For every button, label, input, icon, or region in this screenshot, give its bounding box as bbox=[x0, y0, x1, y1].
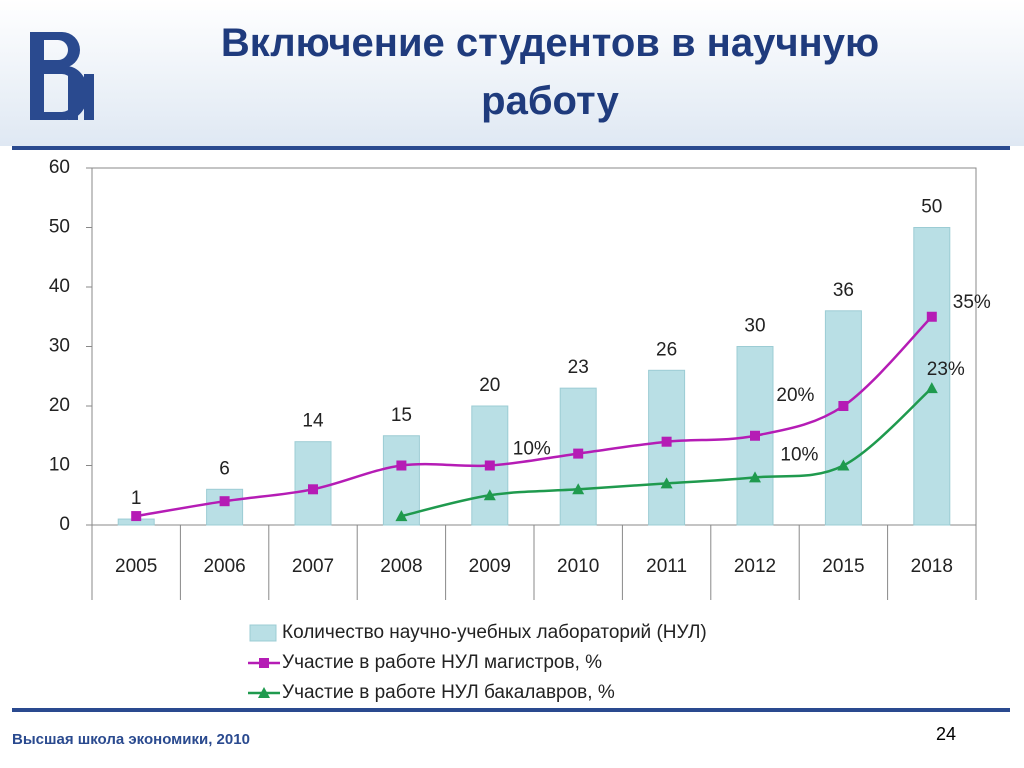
bar-value-label: 6 bbox=[219, 458, 230, 479]
line-marker bbox=[219, 496, 230, 507]
line-value-label: 10% bbox=[513, 439, 551, 460]
x-tick-label: 2005 bbox=[115, 556, 157, 577]
legend-label: Участие в работе НУЛ бакалавров, % bbox=[282, 682, 615, 703]
x-tick-label: 2007 bbox=[292, 556, 334, 577]
bar-value-label: 36 bbox=[833, 280, 854, 301]
line-marker bbox=[837, 459, 850, 471]
y-tick-label: 10 bbox=[49, 455, 70, 476]
line-marker bbox=[395, 510, 408, 522]
bar bbox=[294, 441, 332, 526]
y-tick-label: 0 bbox=[59, 514, 70, 535]
line-marker bbox=[925, 382, 938, 394]
x-tick-label: 2010 bbox=[557, 556, 599, 577]
slide-title: Включение студентов в научную работу bbox=[220, 21, 880, 123]
line-marker bbox=[926, 311, 937, 322]
x-tick-label: 2006 bbox=[203, 556, 245, 577]
bar-value-label: 1 bbox=[131, 488, 142, 509]
line-marker bbox=[308, 484, 318, 495]
logo bbox=[30, 32, 94, 120]
legend-label: Количество научно-учебных лабораторий (Н… bbox=[282, 622, 707, 643]
line-value-label: 23% bbox=[927, 359, 965, 380]
bar bbox=[824, 310, 862, 526]
bar-value-label: 14 bbox=[302, 411, 324, 432]
legend-swatch bbox=[249, 624, 277, 642]
x-tick-label: 2008 bbox=[380, 556, 422, 577]
legend-marker bbox=[259, 658, 269, 668]
line-marker bbox=[750, 430, 760, 441]
x-tick-label: 2009 bbox=[469, 556, 511, 577]
x-tick-label: 2011 bbox=[646, 556, 687, 577]
line-marker bbox=[572, 483, 585, 495]
line-marker bbox=[131, 511, 142, 522]
y-tick-label: 60 bbox=[49, 157, 70, 178]
line-series bbox=[135, 315, 933, 518]
bar-value-label: 50 bbox=[921, 197, 942, 218]
page-number: 24 bbox=[936, 724, 957, 744]
line-marker bbox=[484, 460, 495, 471]
bar-value-label: 20 bbox=[479, 375, 500, 396]
line-value-label: 35% bbox=[953, 292, 991, 313]
bar-value-label: 30 bbox=[744, 316, 765, 337]
y-tick-label: 20 bbox=[49, 395, 70, 416]
x-tick-label: 2018 bbox=[911, 556, 953, 577]
line-marker bbox=[483, 489, 496, 501]
y-tick-label: 40 bbox=[49, 276, 70, 297]
legend-marker bbox=[258, 687, 270, 698]
line-value-label: 20% bbox=[776, 385, 814, 406]
line-marker bbox=[838, 401, 849, 411]
bar-value-label: 26 bbox=[656, 339, 677, 360]
header-band bbox=[0, 0, 1024, 146]
x-tick-label: 2012 bbox=[734, 556, 776, 577]
bar bbox=[206, 488, 244, 526]
line-marker bbox=[396, 460, 407, 471]
bar bbox=[648, 369, 686, 526]
line-marker bbox=[660, 477, 673, 489]
x-tick-label: 2015 bbox=[822, 556, 864, 577]
line-marker bbox=[661, 436, 672, 447]
bar-value-label: 23 bbox=[568, 357, 589, 378]
legend-label: Участие в работе НУЛ магистров, % bbox=[282, 652, 602, 673]
y-tick-label: 50 bbox=[49, 217, 70, 238]
footer: Высшая школа экономики, 2010 bbox=[12, 731, 250, 748]
line-value-label: 10% bbox=[780, 445, 818, 466]
header-rule bbox=[12, 146, 1010, 150]
footer-rule bbox=[12, 708, 1010, 712]
y-tick-label: 30 bbox=[49, 336, 70, 357]
bar-value-label: 15 bbox=[391, 405, 412, 426]
line-marker bbox=[749, 471, 761, 483]
line-marker bbox=[573, 448, 584, 459]
bar bbox=[913, 227, 951, 526]
